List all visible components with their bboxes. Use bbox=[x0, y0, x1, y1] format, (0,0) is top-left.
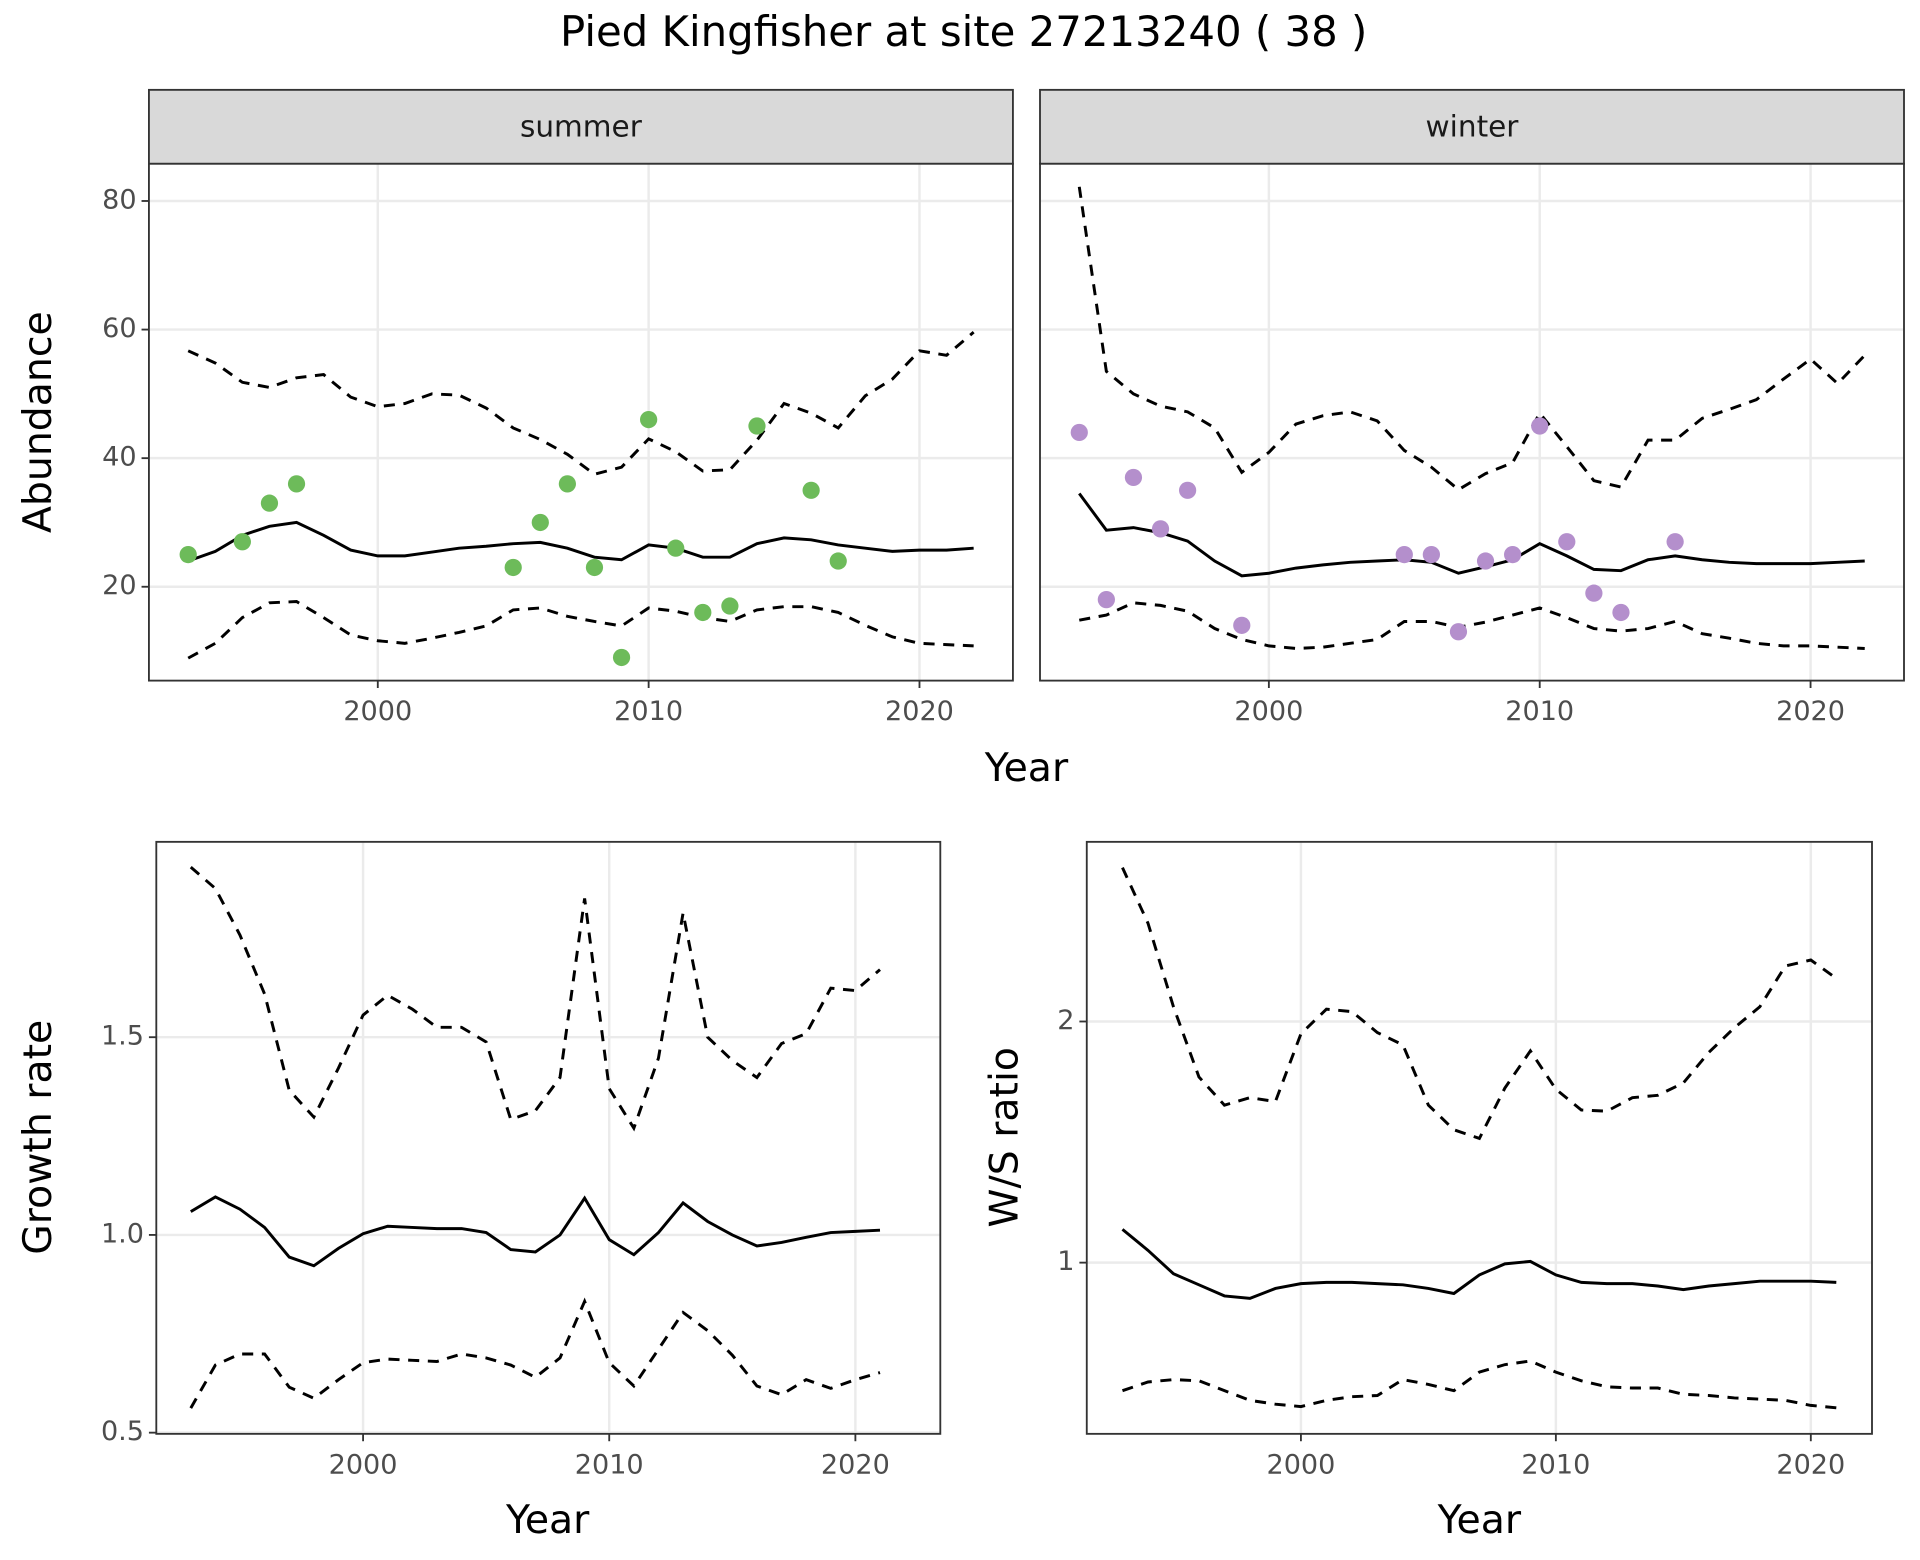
x-tick-label: 2020 bbox=[821, 1449, 890, 1480]
observation-point bbox=[1666, 533, 1684, 551]
y-axis-title: Growth rate bbox=[15, 1020, 61, 1255]
strip bbox=[1039, 88, 1905, 165]
observation-point bbox=[287, 475, 306, 493]
observation-point bbox=[179, 545, 197, 564]
interval-line bbox=[187, 331, 975, 476]
estimate-line bbox=[1078, 492, 1865, 578]
observation-point bbox=[1504, 545, 1522, 564]
observation-point bbox=[694, 603, 712, 622]
estimate-line bbox=[1121, 1228, 1837, 1300]
observation-point bbox=[1151, 520, 1170, 538]
x-tick-label: 2020 bbox=[1776, 696, 1845, 727]
y-axis-title: W/S ratio bbox=[981, 1047, 1027, 1228]
plot-border bbox=[155, 840, 942, 1435]
observation-point bbox=[829, 552, 847, 570]
observation-point bbox=[1097, 590, 1115, 609]
observation-point bbox=[1124, 468, 1143, 487]
x-tick-label: 2020 bbox=[885, 696, 954, 727]
figure-title: Pied Kingfisher at site 27213240 ( 38 ) bbox=[560, 7, 1367, 56]
observation-point bbox=[504, 558, 522, 577]
y-axis-title: Abundance bbox=[15, 311, 61, 533]
interval-line bbox=[1121, 867, 1838, 1141]
plot-border bbox=[1085, 840, 1873, 1435]
x-tick-label: 2000 bbox=[329, 1449, 398, 1480]
x-tick-label: 2010 bbox=[575, 1449, 644, 1480]
y-tick-label: 60 bbox=[102, 313, 136, 344]
interval-line bbox=[1121, 1359, 1837, 1410]
y-tick-label: 80 bbox=[102, 184, 136, 215]
observation-point bbox=[640, 410, 658, 429]
strip-label: winter bbox=[1426, 109, 1520, 143]
y-tick-label: 20 bbox=[102, 570, 136, 601]
x-tick-label: 2000 bbox=[343, 696, 412, 727]
observation-point bbox=[612, 648, 631, 667]
y-tick-label: 2 bbox=[1057, 1005, 1074, 1036]
y-tick-label: 0.5 bbox=[101, 1416, 144, 1447]
observation-point bbox=[585, 558, 604, 577]
interval-line bbox=[1077, 186, 1866, 492]
x-tick-label: 2000 bbox=[1266, 1449, 1335, 1480]
observation-point bbox=[531, 513, 549, 532]
plot-background bbox=[148, 163, 1013, 681]
observation-point bbox=[1531, 417, 1549, 435]
observation-point bbox=[558, 475, 576, 493]
observation-point bbox=[1395, 545, 1413, 564]
observation-point bbox=[1449, 623, 1468, 641]
plot-background bbox=[156, 841, 941, 1434]
observation-point bbox=[1558, 533, 1576, 551]
strip bbox=[148, 88, 1014, 165]
observation-point bbox=[233, 533, 251, 551]
observation-point bbox=[667, 539, 685, 557]
observation-point bbox=[802, 481, 820, 499]
strip-label: summer bbox=[520, 109, 643, 143]
interval-line bbox=[189, 1297, 881, 1409]
y-tick-label: 1.0 bbox=[101, 1218, 144, 1249]
observation-point bbox=[1233, 616, 1251, 634]
interval-line bbox=[1078, 601, 1865, 650]
x-tick-label: 2010 bbox=[1521, 1449, 1590, 1480]
observation-point bbox=[1612, 603, 1630, 622]
y-tick-label: 40 bbox=[102, 442, 136, 473]
estimate-line bbox=[190, 1195, 881, 1268]
plot-background bbox=[1040, 163, 1904, 681]
estimate-line bbox=[187, 520, 974, 563]
x-axis-title: Year bbox=[1437, 1497, 1522, 1543]
x-tick-label: 2010 bbox=[1505, 696, 1574, 727]
x-tick-label: 2010 bbox=[614, 696, 683, 727]
x-axis-title: Year bbox=[984, 745, 1069, 791]
observation-point bbox=[1585, 584, 1603, 602]
x-tick-label: 2000 bbox=[1234, 696, 1303, 727]
observation-point bbox=[260, 494, 279, 512]
x-tick-label: 2020 bbox=[1776, 1449, 1845, 1480]
observation-point bbox=[1070, 423, 1088, 442]
y-tick-label: 1.5 bbox=[101, 1021, 144, 1052]
observation-point bbox=[748, 417, 766, 435]
observation-point bbox=[1178, 481, 1197, 499]
observation-point bbox=[1476, 552, 1495, 570]
observation-point bbox=[721, 597, 739, 615]
y-tick-label: 1 bbox=[1057, 1246, 1074, 1277]
observation-point bbox=[1422, 545, 1440, 564]
x-axis-title: Year bbox=[505, 1497, 590, 1543]
